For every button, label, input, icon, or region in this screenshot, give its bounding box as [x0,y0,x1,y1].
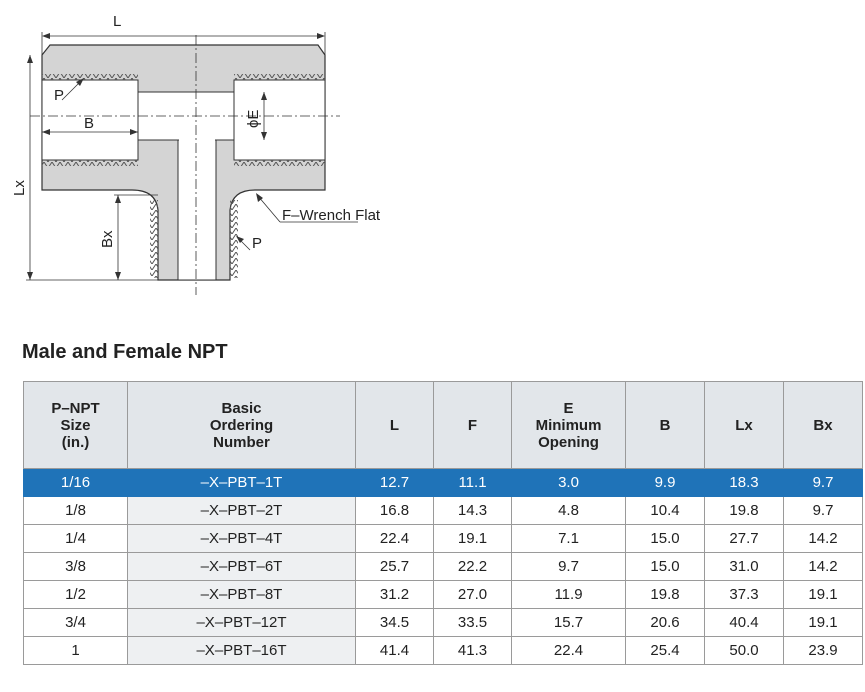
cell-e: 11.9 [511,580,626,609]
cell-e: 15.7 [511,608,626,637]
cell-b: 19.8 [625,580,705,609]
cell-f: 22.2 [433,552,512,581]
cell-size: 3/8 [23,552,128,581]
cell-b: 15.0 [625,524,705,553]
cell-e: 4.8 [511,496,626,525]
cell-lx: 18.3 [704,468,784,497]
cell-lx: 27.7 [704,524,784,553]
table-header-row: P–NPT Size (in.) Basic Ordering Number L F E… [23,381,863,469]
cell-ordering-number: –X–PBT–16T [127,636,356,665]
cell-bx: 9.7 [783,468,863,497]
cell-l: 34.5 [355,608,434,637]
header-ordering-number: Basic Ordering Number [127,381,356,469]
cell-b: 10.4 [625,496,705,525]
cell-e: 3.0 [511,468,626,497]
cell-f: 33.5 [433,608,512,637]
table-row: 1/4 –X–PBT–4T 22.4 19.1 7.1 15.0 27.7 14… [23,524,863,553]
cell-b: 20.6 [625,608,705,637]
cell-size: 1/4 [23,524,128,553]
cell-l: 31.2 [355,580,434,609]
cell-b: 9.9 [625,468,705,497]
table-row: 1/2 –X–PBT–8T 31.2 27.0 11.9 19.8 37.3 1… [23,580,863,609]
dim-label-p-bottom: P [252,235,262,252]
cell-bx: 19.1 [783,608,863,637]
header-f: F [433,381,512,469]
cell-f: 19.1 [433,524,512,553]
cell-lx: 19.8 [704,496,784,525]
section-title: Male and Female NPT [22,341,228,363]
table-row: 1/8 –X–PBT–2T 16.8 14.3 4.8 10.4 19.8 9.… [23,496,863,525]
dim-label-p-top: P [54,87,64,104]
cell-bx: 14.2 [783,552,863,581]
cell-lx: 40.4 [704,608,784,637]
cell-size: 1/8 [23,496,128,525]
cell-ordering-number: –X–PBT–2T [127,496,356,525]
dim-label-b: B [84,115,94,132]
header-b: B [625,381,705,469]
cell-ordering-number: –X–PBT–8T [127,580,356,609]
vertical-passage [177,139,217,281]
cell-size: 1 [23,636,128,665]
cell-l: 12.7 [355,468,434,497]
table-row: 3/8 –X–PBT–6T 25.7 22.2 9.7 15.0 31.0 14… [23,552,863,581]
header-e-min-opening: E Minimum Opening [511,381,626,469]
cell-lx: 31.0 [704,552,784,581]
dimension-table: P–NPT Size (in.) Basic Ordering Number L F E… [23,381,863,665]
tee-fitting-drawing: L B P ϕE Lx Bx F–Wrench Flat P [11,13,381,295]
cell-e: 7.1 [511,524,626,553]
cell-f: 27.0 [433,580,512,609]
table-row: 3/4 –X–PBT–12T 34.5 33.5 15.7 20.6 40.4 … [23,608,863,637]
cell-size: 1/2 [23,580,128,609]
table-row: 1 –X–PBT–16T 41.4 41.3 22.4 25.4 50.0 23… [23,636,863,665]
cell-ordering-number: –X–PBT–12T [127,608,356,637]
cell-f: 14.3 [433,496,512,525]
cell-b: 25.4 [625,636,705,665]
cell-e: 9.7 [511,552,626,581]
header-pnpt-size: P–NPT Size (in.) [23,381,128,469]
cell-l: 25.7 [355,552,434,581]
dim-label-wrench-flat: F–Wrench Flat [282,207,381,224]
cell-ordering-number: –X–PBT–4T [127,524,356,553]
dim-label-bx: Bx [99,230,116,248]
cell-bx: 9.7 [783,496,863,525]
cell-size: 3/4 [23,608,128,637]
dim-label-lx: Lx [11,180,28,196]
header-l: L [355,381,434,469]
table-row: 1/16 –X–PBT–1T 12.7 11.1 3.0 9.9 18.3 9.… [23,468,863,497]
left-bore [41,79,139,161]
cell-lx: 50.0 [704,636,784,665]
cell-l: 41.4 [355,636,434,665]
cell-ordering-number: –X–PBT–1T [127,468,356,497]
cell-b: 15.0 [625,552,705,581]
cell-size: 1/16 [23,468,128,497]
cell-f: 11.1 [433,468,512,497]
cell-bx: 14.2 [783,524,863,553]
cell-f: 41.3 [433,636,512,665]
cell-ordering-number: –X–PBT–6T [127,552,356,581]
cell-bx: 19.1 [783,580,863,609]
cell-bx: 23.9 [783,636,863,665]
cell-l: 16.8 [355,496,434,525]
header-lx: Lx [704,381,784,469]
header-bx: Bx [783,381,863,469]
cell-e: 22.4 [511,636,626,665]
dim-label-e: ϕE [245,110,262,128]
dim-label-l: L [113,13,121,30]
cell-lx: 37.3 [704,580,784,609]
cell-l: 22.4 [355,524,434,553]
